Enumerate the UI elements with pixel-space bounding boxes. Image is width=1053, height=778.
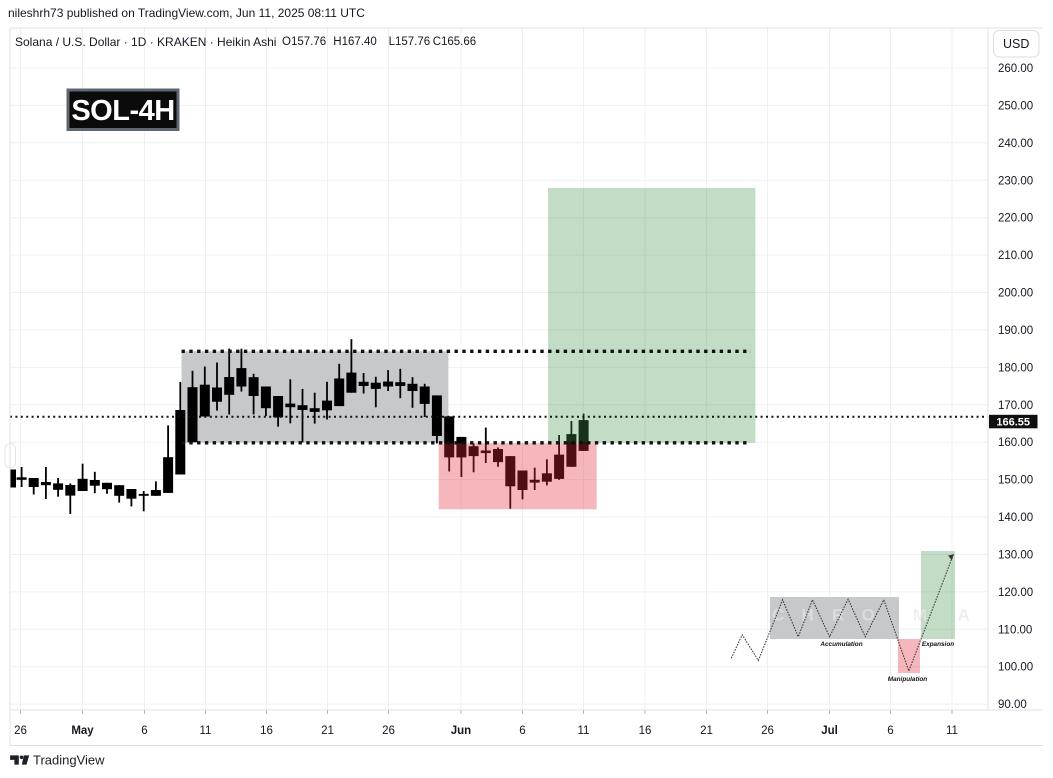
svg-text:180.00: 180.00 <box>998 362 1033 374</box>
svg-text:220.00: 220.00 <box>998 213 1033 225</box>
svg-text:130.00: 130.00 <box>998 550 1033 562</box>
svg-text:26: 26 <box>382 725 395 737</box>
svg-text:230.00: 230.00 <box>998 175 1033 187</box>
svg-text:166.55: 166.55 <box>996 416 1030 428</box>
svg-text:120.00: 120.00 <box>998 587 1033 599</box>
svg-text:16: 16 <box>639 725 652 737</box>
svg-text:Manipulation: Manipulation <box>888 676 928 683</box>
svg-text:21: 21 <box>321 725 334 737</box>
svg-text:11: 11 <box>200 725 212 737</box>
svg-text:170.00: 170.00 <box>998 400 1033 412</box>
svg-text:Jul: Jul <box>821 725 838 737</box>
svg-text:160.00: 160.00 <box>998 437 1033 449</box>
svg-text:Expansion: Expansion <box>922 641 954 648</box>
svg-text:100.00: 100.00 <box>998 662 1033 674</box>
svg-text:26: 26 <box>761 725 774 737</box>
svg-text:11: 11 <box>946 725 958 737</box>
svg-text:190.00: 190.00 <box>998 325 1033 337</box>
svg-text:240.00: 240.00 <box>998 138 1033 150</box>
svg-text:16: 16 <box>260 725 273 737</box>
svg-text:USD: USD <box>1003 37 1029 51</box>
svg-text:150.00: 150.00 <box>998 475 1033 487</box>
svg-text:C: C <box>772 606 784 625</box>
svg-text:Accumulation: Accumulation <box>819 641 862 648</box>
svg-text:Jun: Jun <box>451 725 471 737</box>
svg-text:210.00: 210.00 <box>998 250 1033 262</box>
svg-text:110.00: 110.00 <box>998 624 1032 636</box>
svg-text:250.00: 250.00 <box>998 100 1033 112</box>
svg-text:O: O <box>862 606 875 625</box>
svg-text:SOL-4H: SOL-4H <box>71 95 174 127</box>
svg-text:H: H <box>802 606 814 625</box>
svg-text:May: May <box>71 725 94 737</box>
svg-text:6: 6 <box>887 725 893 737</box>
svg-text:26: 26 <box>14 725 27 737</box>
svg-text:200.00: 200.00 <box>998 288 1033 300</box>
svg-text:140.00: 140.00 <box>998 512 1033 524</box>
svg-text:R: R <box>832 606 844 625</box>
svg-text:A: A <box>958 606 970 625</box>
svg-text:6: 6 <box>141 725 147 737</box>
svg-text:TradingView: TradingView <box>33 753 105 768</box>
svg-text:260.00: 260.00 <box>998 63 1033 75</box>
svg-text:90.00: 90.00 <box>998 699 1027 711</box>
svg-text:21: 21 <box>700 725 713 737</box>
svg-text:M: M <box>913 606 927 625</box>
svg-text:6: 6 <box>519 725 525 737</box>
svg-text:11: 11 <box>578 725 590 737</box>
